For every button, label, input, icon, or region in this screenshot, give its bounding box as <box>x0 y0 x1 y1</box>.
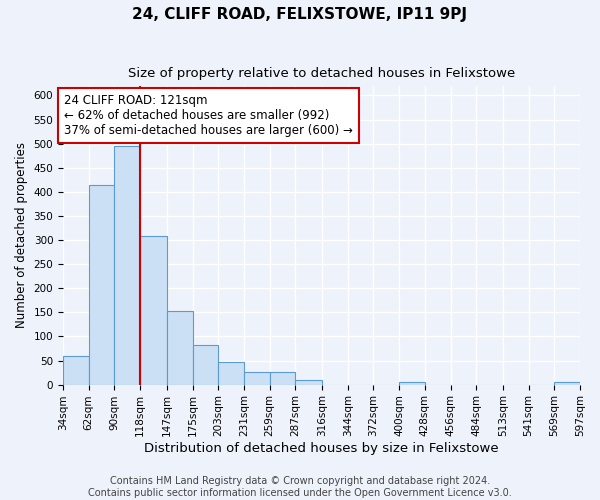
Text: 24 CLIFF ROAD: 121sqm
← 62% of detached houses are smaller (992)
37% of semi-det: 24 CLIFF ROAD: 121sqm ← 62% of detached … <box>64 94 353 137</box>
X-axis label: Distribution of detached houses by size in Felixstowe: Distribution of detached houses by size … <box>144 442 499 455</box>
Bar <box>167 312 193 384</box>
Bar <box>193 344 218 385</box>
Bar <box>89 184 115 384</box>
Bar <box>399 382 425 384</box>
Bar <box>295 380 322 384</box>
Text: Contains HM Land Registry data © Crown copyright and database right 2024.
Contai: Contains HM Land Registry data © Crown c… <box>88 476 512 498</box>
Text: 24, CLIFF ROAD, FELIXSTOWE, IP11 9PJ: 24, CLIFF ROAD, FELIXSTOWE, IP11 9PJ <box>133 8 467 22</box>
Bar <box>554 382 580 384</box>
Bar <box>63 356 89 384</box>
Bar <box>115 146 140 384</box>
Bar <box>218 362 244 384</box>
Title: Size of property relative to detached houses in Felixstowe: Size of property relative to detached ho… <box>128 68 515 80</box>
Y-axis label: Number of detached properties: Number of detached properties <box>15 142 28 328</box>
Bar <box>269 372 295 384</box>
Bar <box>140 236 167 384</box>
Bar <box>244 372 269 384</box>
